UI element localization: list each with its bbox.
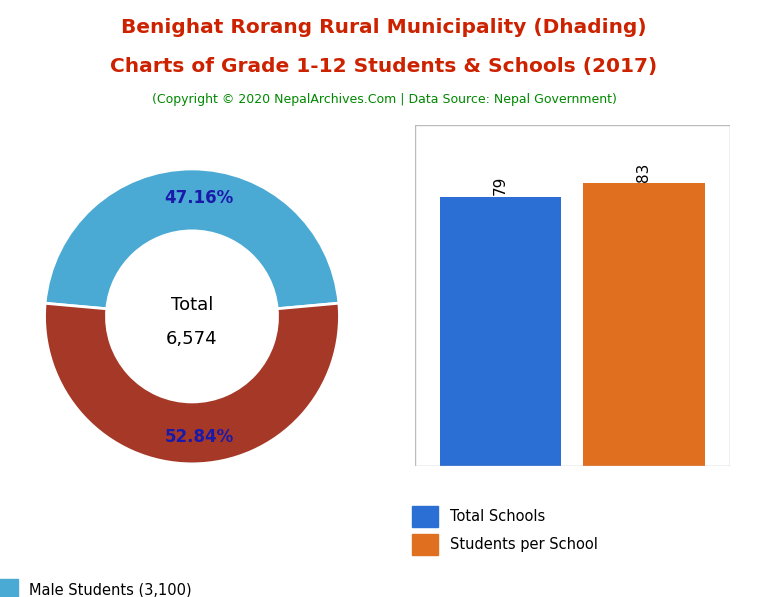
Bar	[440, 197, 561, 466]
Wedge shape	[45, 303, 339, 464]
Legend: Male Students (3,100), Female Students (3,474): Male Students (3,100), Female Students (…	[0, 573, 216, 597]
Text: 52.84%: 52.84%	[165, 428, 234, 447]
Text: 83: 83	[636, 162, 651, 181]
Text: 6,574: 6,574	[166, 330, 218, 347]
Wedge shape	[45, 169, 339, 309]
Text: Benighat Rorang Rural Municipality (Dhading): Benighat Rorang Rural Municipality (Dhad…	[121, 18, 647, 37]
Text: 47.16%: 47.16%	[165, 189, 234, 207]
Text: Charts of Grade 1-12 Students & Schools (2017): Charts of Grade 1-12 Students & Schools …	[111, 57, 657, 76]
Text: 79: 79	[493, 176, 508, 195]
Text: Total: Total	[170, 296, 214, 313]
Legend: Total Schools, Students per School: Total Schools, Students per School	[406, 500, 604, 561]
Text: (Copyright © 2020 NepalArchives.Com | Data Source: Nepal Government): (Copyright © 2020 NepalArchives.Com | Da…	[151, 93, 617, 106]
Bar	[415, 125, 730, 466]
Bar	[583, 183, 704, 466]
